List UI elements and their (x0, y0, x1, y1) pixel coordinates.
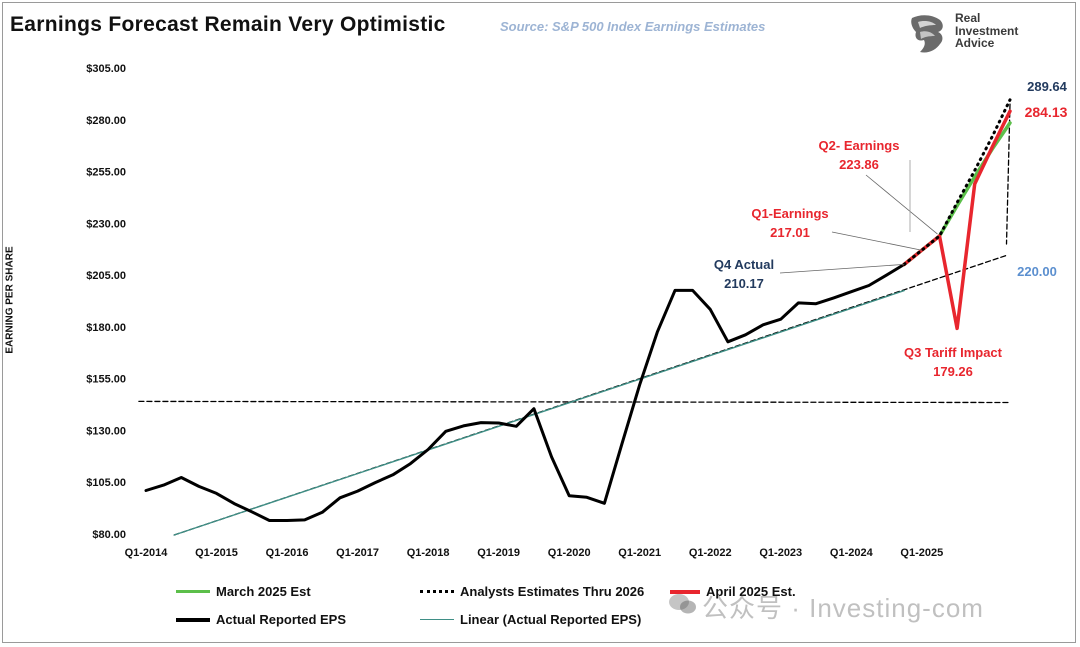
x-tick-label: Q1-2021 (618, 547, 661, 559)
y-tick-label: $105.00 (86, 477, 126, 489)
watermark-text: 公众号 · Investing-com (702, 593, 984, 623)
x-tick-label: Q1-2015 (195, 547, 238, 559)
annotation-q1-leader (831, 231, 922, 251)
x-tick-label: Q1-2020 (548, 547, 591, 559)
linear-trend-line (173, 289, 905, 536)
x-tick-label: Q1-2014 (125, 547, 169, 559)
annotation-q3-value: 179.26 (933, 364, 973, 379)
logo-line-investment: Investment (955, 23, 1019, 38)
y-tick-label: $280.00 (86, 115, 126, 127)
y-tick-label: $230.00 (86, 218, 126, 230)
annotation-q4-actual-label: Q4 Actual (714, 257, 774, 272)
annotation-q1-value: 217.01 (770, 225, 810, 240)
x-tick-label: Q1-2017 (336, 547, 379, 559)
annotation-q3-label: Q3 Tariff Impact (904, 345, 1003, 360)
reference-line-2 (1005, 103, 1011, 245)
x-tick-label: Q1-2019 (477, 547, 520, 559)
chart-title: Earnings Forecast Remain Very Optimistic (10, 13, 446, 36)
watermark: 公众号 · Investing-com (668, 588, 984, 625)
y-tick-label: $155.00 (86, 374, 126, 386)
annotation-q2-label: Q2- Earnings (819, 138, 900, 153)
reference-line-0 (138, 400, 1011, 404)
analysts-est-line (902, 98, 1012, 266)
y-tick-label: $80.00 (92, 529, 126, 541)
annotation-end-284: 284.13 (1025, 104, 1068, 120)
annotation-end-289: 289.64 (1027, 79, 1068, 94)
y-tick-label: $205.00 (86, 270, 126, 282)
annotation-q1-label: Q1-Earnings (751, 206, 828, 221)
annotation-q4-actual-value: 210.17 (724, 276, 764, 291)
x-tick-label: Q1-2024 (830, 547, 874, 559)
wechat-icon (669, 594, 696, 614)
logo-text: Real Investment Advice (955, 12, 1018, 50)
logo-line-advice: Advice (955, 36, 995, 50)
y-tick-label: $180.00 (86, 322, 126, 334)
x-tick-label: Q1-2022 (689, 547, 732, 559)
eagle-logo-icon (911, 15, 943, 53)
annotation-q4-leader (779, 264, 905, 274)
annotation-q2-leader (865, 174, 938, 235)
x-tick-label: Q1-2018 (407, 547, 450, 559)
x-tick-label: Q1-2025 (900, 547, 943, 559)
annotation-end-220: 220.00 (1017, 264, 1057, 279)
annotation-q2-value: 223.86 (839, 157, 879, 172)
logo-line-real: Real (955, 11, 981, 25)
x-tick-label: Q1-2023 (759, 547, 802, 559)
source-note: Source: S&P 500 Index Earnings Estimates (500, 19, 766, 34)
x-tick-label: Q1-2016 (266, 547, 309, 559)
y-tick-label: $130.00 (86, 425, 126, 437)
y-tick-label: $305.00 (86, 63, 126, 75)
y-tick-label: $255.00 (86, 167, 126, 179)
actual-eps-line (144, 262, 906, 522)
